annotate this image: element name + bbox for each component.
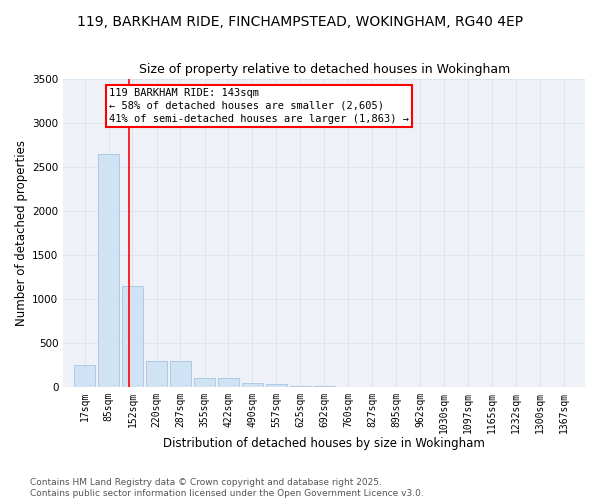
- Bar: [266, 384, 287, 387]
- Bar: [170, 361, 191, 387]
- Text: 119 BARKHAM RIDE: 143sqm
← 58% of detached houses are smaller (2,605)
41% of sem: 119 BARKHAM RIDE: 143sqm ← 58% of detach…: [109, 88, 409, 124]
- Bar: [146, 361, 167, 387]
- Text: 119, BARKHAM RIDE, FINCHAMPSTEAD, WOKINGHAM, RG40 4EP: 119, BARKHAM RIDE, FINCHAMPSTEAD, WOKING…: [77, 15, 523, 29]
- Bar: [194, 378, 215, 387]
- Bar: [74, 365, 95, 387]
- Title: Size of property relative to detached houses in Wokingham: Size of property relative to detached ho…: [139, 64, 510, 76]
- Bar: [242, 383, 263, 387]
- Y-axis label: Number of detached properties: Number of detached properties: [15, 140, 28, 326]
- Bar: [218, 378, 239, 387]
- Bar: [122, 286, 143, 387]
- Bar: [98, 154, 119, 387]
- Text: Contains HM Land Registry data © Crown copyright and database right 2025.
Contai: Contains HM Land Registry data © Crown c…: [30, 478, 424, 498]
- X-axis label: Distribution of detached houses by size in Wokingham: Distribution of detached houses by size …: [163, 437, 485, 450]
